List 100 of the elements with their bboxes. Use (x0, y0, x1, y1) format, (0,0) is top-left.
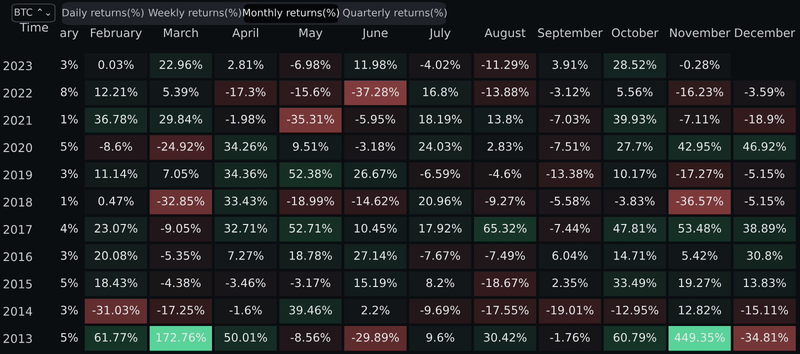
y-tick-label: 2020 (4, 143, 32, 152)
data-label: 61.77% (94, 332, 138, 342)
data-label: 20.08% (94, 251, 138, 260)
data-label: 12.82% (679, 306, 722, 314)
data-label: -9.05% (161, 224, 201, 233)
text: 5% (61, 332, 78, 342)
data-label: -17.55% (482, 306, 529, 314)
y-tick-label: 2021 (4, 116, 32, 125)
data-label: -4.38% (161, 278, 201, 288)
data-label: 52.71% (289, 224, 332, 233)
data-label: -5.95% (356, 114, 396, 124)
data-label: 2.2% (362, 306, 390, 314)
data-label: 18.78% (290, 251, 332, 260)
data-label: -7.49% (485, 251, 525, 260)
data-label: 10.17% (614, 169, 656, 178)
data-label: -5.15% (744, 196, 784, 206)
data-label: -6.59% (420, 169, 460, 178)
text: 5% (61, 278, 78, 288)
data-label: -7.67% (420, 251, 460, 260)
data-label: -18.67% (482, 278, 529, 288)
text: BTC ⌃⌄ (14, 8, 50, 16)
data-label: 26.67% (354, 169, 397, 178)
data-label: -18.99% (287, 196, 334, 206)
data-label: -5.15% (744, 169, 784, 178)
data-label: -3.83% (615, 196, 655, 206)
data-label: -8.6% (100, 142, 132, 151)
data-label: -11.29% (482, 60, 529, 69)
data-label: -7.51% (550, 142, 590, 151)
data-label: 47.81% (613, 224, 656, 233)
data-label: 5.39% (163, 88, 199, 96)
data-label: 23.07% (94, 224, 138, 233)
data-label: -14.62% (352, 196, 399, 206)
x-tick-label: July (429, 28, 451, 40)
data-label: 14.71% (614, 251, 656, 260)
data-label: -15.11% (741, 306, 788, 314)
text: 4% (60, 224, 78, 233)
text: Quarterly returns(%) (343, 8, 447, 18)
data-label: 36.78% (94, 114, 138, 124)
y-tick-label: 2016 (4, 252, 32, 262)
data-label: -18.9% (744, 114, 784, 124)
data-label: -17.3% (226, 88, 266, 96)
data-label: 20.96% (419, 196, 462, 206)
data-label: -12.95% (611, 306, 658, 314)
text: 3% (61, 251, 78, 260)
data-label: -13.38% (546, 169, 594, 178)
data-label: -7.11% (680, 114, 720, 124)
data-label: 0.03% (98, 60, 134, 69)
data-label: -32.85% (157, 196, 204, 206)
y-tick-label: 2013 (4, 334, 32, 344)
data-label: 19.27% (679, 278, 722, 288)
data-label: -8.56% (290, 332, 330, 342)
y-tick-label: 2018 (4, 198, 32, 207)
data-label: 18.43% (95, 278, 138, 288)
y-tick-label: 2019 (4, 170, 32, 180)
data-label: -0.28% (680, 60, 720, 69)
data-label: 12.21% (95, 88, 138, 96)
data-label: -36.57% (676, 196, 724, 206)
data-label: -3.59% (744, 88, 784, 96)
data-label: -15.6% (290, 88, 330, 96)
y-tick-label: 2017 (4, 224, 32, 234)
data-label: -35.31% (287, 114, 334, 124)
data-label: 172.76% (156, 332, 206, 342)
data-label: 16.8% (423, 88, 458, 96)
data-label: 33.49% (614, 278, 656, 288)
data-label: 9.51% (292, 142, 328, 151)
x-tick-label: May (300, 28, 322, 40)
data-label: 30.8% (747, 251, 782, 260)
data-label: -13.88% (482, 88, 529, 96)
data-label: 29.84% (160, 114, 202, 124)
data-label: 38.89% (743, 224, 786, 233)
data-label: 5.42% (682, 251, 718, 260)
x-tick-label: October (612, 28, 658, 38)
data-label: 65.32% (484, 224, 526, 233)
data-label: -4.02% (420, 60, 460, 69)
text: Daily returns(%) (62, 8, 144, 18)
data-label: -19.01% (546, 306, 594, 314)
data-label: -3.12% (550, 88, 590, 96)
text: Monthly returns(%) (243, 8, 339, 18)
x-tick-label: April (232, 28, 258, 40)
x-tick-label: March (164, 28, 198, 38)
x-tick-label: November (670, 28, 730, 38)
data-label: 11.98% (354, 60, 397, 69)
data-label: -7.44% (550, 224, 590, 233)
y-tick-label: 2023 (4, 61, 32, 70)
y-axis-title: Time (20, 22, 48, 32)
data-label: 7.05% (163, 169, 199, 178)
data-label: -1.6% (230, 306, 262, 314)
data-label: 52.38% (289, 169, 332, 178)
data-label: 28.52% (614, 60, 656, 69)
text: Weekly returns(%) (148, 8, 241, 18)
data-label: 42.95% (678, 142, 722, 151)
data-label: 13.8% (488, 114, 523, 124)
y-tick-label: 2015 (4, 280, 32, 288)
data-label: -3.18% (356, 142, 396, 151)
text: 1% (61, 196, 78, 206)
data-label: -16.23% (676, 88, 724, 96)
data-label: 7.27% (228, 251, 264, 260)
data-label: -31.03% (92, 306, 140, 314)
data-label: 11.14% (95, 169, 138, 178)
data-label: -5.35% (161, 251, 201, 260)
